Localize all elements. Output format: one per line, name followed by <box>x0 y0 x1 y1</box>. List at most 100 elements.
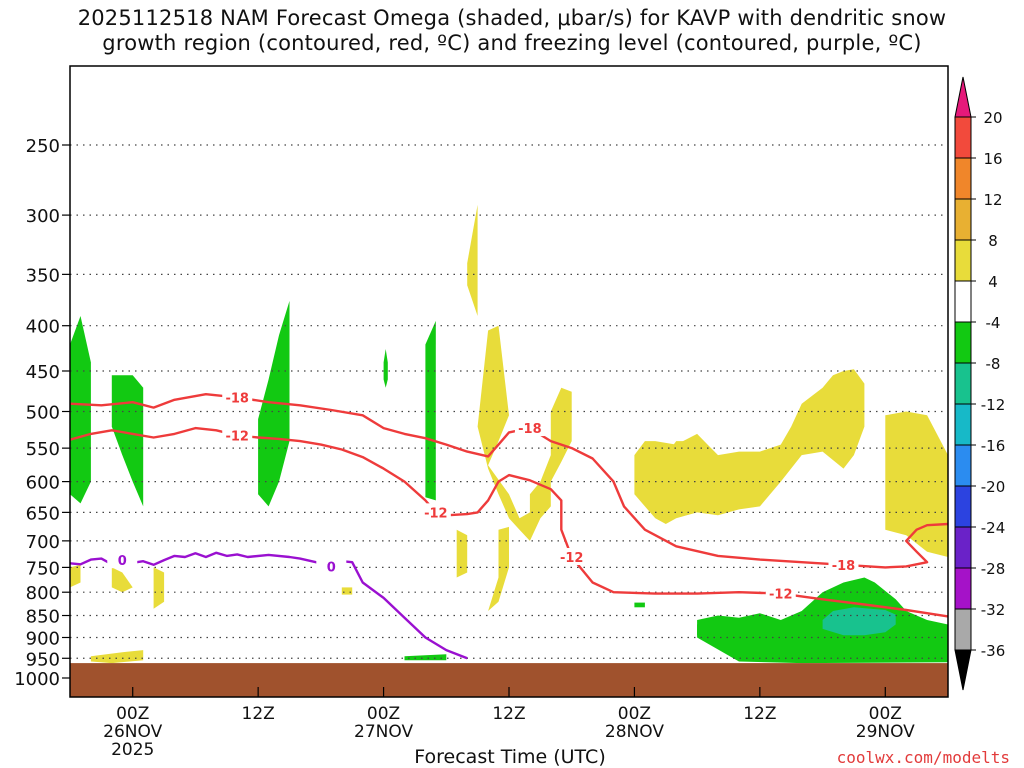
x-tick-date-6: 26NOV <box>103 722 162 742</box>
colorbar-bottom-arrow <box>954 649 972 691</box>
chart-title-line-1: 2025112518 NAM Forecast Omega (shaded, μ… <box>77 6 947 30</box>
omega-region-upward-0 <box>70 316 91 504</box>
colorbar-label-3: 8 <box>988 232 998 250</box>
colorbar-bin-4 <box>954 280 972 323</box>
omega-region-downward-7 <box>70 564 81 588</box>
y-tick-label-1000: 1000 <box>14 669 60 690</box>
colorbar-label-12: -32 <box>981 601 1006 619</box>
colorbar-bin-8 <box>954 444 972 487</box>
colorbar-bin-6 <box>954 362 972 405</box>
colorbar-label-5: -4 <box>986 314 1001 332</box>
contour-label-bg-2-0 <box>107 551 138 569</box>
omega-region-downward-11 <box>341 587 353 595</box>
omega-region-downward-4 <box>634 369 865 524</box>
contour-label-bg-1-0 <box>222 426 253 444</box>
omega-region-upward-1 <box>111 375 144 507</box>
colorbar-bin-7 <box>954 403 972 446</box>
contour-label-2-1: 0 <box>327 560 336 575</box>
colorbar-label-0: 20 <box>983 109 1002 127</box>
omega-region-downward-3 <box>488 526 509 611</box>
y-tick-label-500: 500 <box>26 403 60 424</box>
omega-region-downward-2 <box>456 529 468 578</box>
x-tick-date-78: 29NOV <box>856 722 915 742</box>
colorbar-top-arrow <box>954 76 972 118</box>
omega-shading <box>70 204 948 664</box>
omega-region-downward-8 <box>111 567 133 593</box>
chart-title-line-2: growth region (contoured, red, ºC) and f… <box>102 31 922 55</box>
y-tick-label-700: 700 <box>26 532 60 553</box>
credit-link[interactable]: coolwx.com/modelts <box>836 748 1010 767</box>
contour-label-0-0: -18 <box>225 391 249 406</box>
omega-region-upward-4 <box>425 320 436 501</box>
contour-label-bg-1-2 <box>556 548 587 566</box>
colorbar-label-7: -12 <box>981 396 1006 414</box>
y-tick-label-800: 800 <box>26 583 60 604</box>
colorbar-bin-9 <box>954 485 972 528</box>
contour-label-bg-0-0 <box>222 388 253 406</box>
contour-label-bg-1-1 <box>420 503 451 521</box>
y-tick-label-600: 600 <box>26 473 60 494</box>
contour-label-1-1: -12 <box>424 506 448 521</box>
colorbar-label-4: 4 <box>988 273 998 291</box>
y-tick-label-550: 550 <box>26 439 60 460</box>
colorbar-bin-5 <box>954 321 972 364</box>
omega-region-downward-6 <box>885 411 948 557</box>
omega-region-upward-3 <box>383 349 388 388</box>
x-tick-label-30: 00Z <box>367 704 400 724</box>
colorbar-label-11: -28 <box>981 560 1006 578</box>
contour-label-bg-0-2 <box>828 555 859 573</box>
contour-label-1-3: -12 <box>769 588 793 603</box>
omega-region-upward-8 <box>697 619 760 640</box>
contour-label-0-1: -18 <box>518 422 542 437</box>
omega-region-downward-0 <box>467 204 478 316</box>
contour-1 <box>69 426 949 618</box>
omega-region-upward-5 <box>404 654 447 661</box>
colorbar-label-2: 12 <box>983 191 1002 209</box>
colorbar-bin-11 <box>954 567 972 610</box>
colorbar-label-8: -16 <box>981 437 1006 455</box>
y-tick-label-250: 250 <box>26 136 60 157</box>
colorbar-bin-0 <box>954 116 972 159</box>
x-tick-date-30: 27NOV <box>354 722 413 742</box>
contour-lines: -18 -18 -18 -12 -12 -12 -12 0 0 <box>69 388 949 660</box>
chart-title: 2025112518 NAM Forecast Omega (shaded, μ… <box>0 6 1024 56</box>
x-axis-title: Forecast Time (UTC) <box>414 746 606 768</box>
x-tick-label-66: 12Z <box>743 704 776 724</box>
colorbar-bin-2 <box>954 198 972 241</box>
y-tick-label-400: 400 <box>26 317 60 338</box>
colorbar-label-1: 16 <box>983 150 1002 168</box>
x-tick-date-54: 28NOV <box>605 722 664 742</box>
y-tick-label-900: 900 <box>26 628 60 649</box>
y-tick-label-350: 350 <box>26 265 60 286</box>
omega-region-upward-0 <box>822 607 896 636</box>
y-tick-label-950: 950 <box>26 649 60 670</box>
contour-label-bg-0-1 <box>514 419 545 437</box>
colorbar: 20 16 12 8 4 -4 -8 -12 -16 -20 -24 -28 -32 -36 <box>954 76 1006 691</box>
x-tick-year-6: 2025 <box>111 740 154 760</box>
contour-label-1-2: -12 <box>560 551 584 566</box>
x-tick-label-42: 12Z <box>492 704 525 724</box>
contour-label-bg-2-1 <box>316 557 347 575</box>
colorbar-label-13: -36 <box>981 642 1006 660</box>
colorbar-label-10: -24 <box>981 519 1006 537</box>
y-tick-label-650: 650 <box>26 503 60 524</box>
omega-region-upward-7 <box>697 577 948 664</box>
colorbar-label-9: -20 <box>981 478 1006 496</box>
x-tick-label-18: 12Z <box>242 704 275 724</box>
omega-region-upward-6 <box>634 602 645 608</box>
omega-region-downward-5 <box>665 441 708 472</box>
colorbar-bin-3 <box>954 239 972 282</box>
contour-label-0-2: -18 <box>832 559 856 574</box>
colorbar-bin-1 <box>954 157 972 200</box>
y-tick-label-450: 450 <box>26 362 60 383</box>
y-axis: 2503003504004505005506006507007508008509… <box>14 136 70 690</box>
contour-label-bg-1-3 <box>765 584 796 602</box>
omega-region-downward-10 <box>90 650 144 664</box>
x-tick-label-6: 00Z <box>116 704 149 724</box>
x-tick-label-54: 00Z <box>618 704 651 724</box>
colorbar-label-6: -8 <box>986 355 1001 373</box>
colorbar-bin-12 <box>954 608 972 651</box>
contour-label-2-0: 0 <box>118 554 127 569</box>
